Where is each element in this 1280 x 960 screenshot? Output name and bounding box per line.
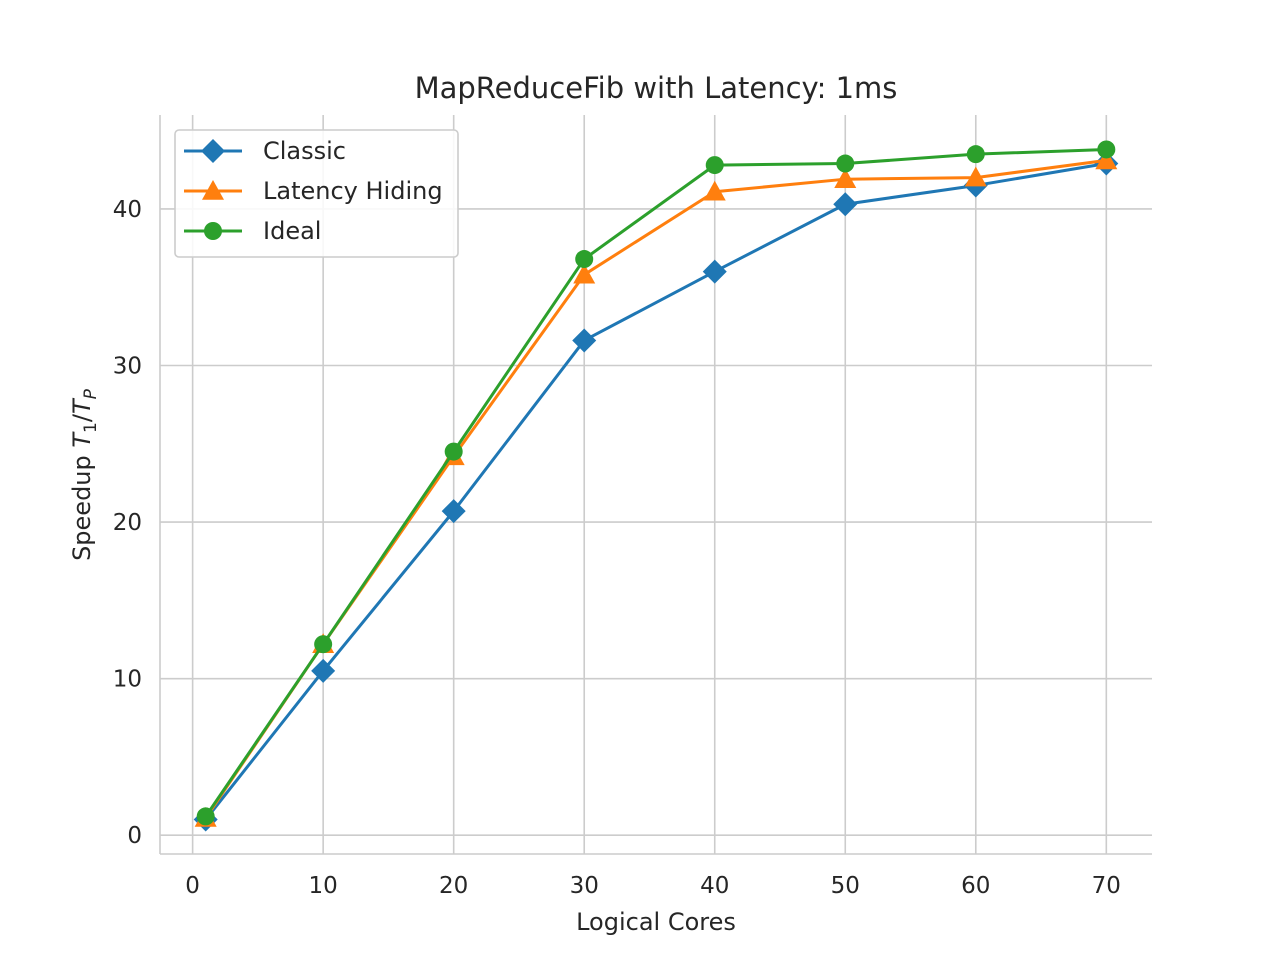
data-point-ideal	[196, 807, 215, 826]
data-point-ideal	[836, 154, 855, 173]
x-tick-label: 20	[439, 873, 468, 899]
data-point-ideal	[575, 250, 594, 269]
x-tick-label: 70	[1092, 873, 1121, 899]
data-point-latency-hiding	[964, 166, 987, 187]
data-point-classic	[441, 499, 466, 524]
x-tick-label: 10	[309, 873, 338, 899]
data-point-classic	[311, 658, 336, 683]
data-point-ideal	[1097, 140, 1116, 159]
x-tick-label: 30	[570, 873, 599, 899]
y-axis-label-sub2: P	[81, 388, 101, 399]
tick-labels: 0 10 20 30 40 50 60 70 0 10 20 30 40	[113, 197, 1121, 899]
legend-item-ideal: Ideal	[184, 217, 321, 245]
series-line-classic	[204, 162, 1107, 821]
axes-spines	[159, 115, 1152, 855]
legend-marker-classic	[201, 139, 225, 163]
legend-label: Ideal	[263, 217, 321, 245]
legend-item-classic: Classic	[184, 137, 346, 165]
y-tick-label: 40	[113, 197, 142, 223]
data-point-ideal	[314, 635, 333, 654]
legend-marker-latency-hiding	[202, 180, 224, 200]
legend-item-latency-hiding: Latency Hiding	[184, 177, 443, 205]
y-axis-label-t2: T	[68, 397, 96, 414]
data-point-classic	[572, 328, 597, 353]
y-tick-label: 0	[127, 823, 142, 849]
series-line-ideal	[204, 147, 1107, 818]
legend: Classic Latency Hiding Ideal	[174, 129, 459, 258]
y-tick-label: 20	[113, 510, 142, 536]
x-tick-label: 50	[831, 873, 860, 899]
data-point-latency-hiding	[573, 263, 596, 284]
legend-box	[174, 129, 459, 258]
x-tick-label: 0	[185, 873, 200, 899]
y-axis-label-t1: T	[68, 431, 96, 448]
x-axis-label: Logical Cores	[576, 908, 736, 936]
legend-label: Latency Hiding	[263, 177, 443, 205]
legend-marker-ideal	[204, 222, 222, 240]
y-tick-label: 10	[113, 667, 142, 693]
y-axis-label-prefix: Speedup	[68, 448, 96, 561]
chart-title: MapReduceFib with Latency: 1ms	[415, 71, 898, 105]
y-axis-label: Speedup T1/TP	[68, 388, 101, 561]
data-point-latency-hiding	[1095, 149, 1118, 170]
data-point-classic	[833, 192, 858, 217]
data-point-ideal	[705, 156, 724, 175]
data-point-ideal	[444, 442, 463, 461]
series-lines	[193, 140, 1119, 832]
x-tick-label: 60	[961, 873, 990, 899]
y-axis-label-sub1: 1	[81, 422, 101, 433]
series-line-latency-hiding	[204, 158, 1107, 819]
data-point-classic	[702, 259, 727, 284]
data-point-ideal	[966, 145, 985, 164]
y-tick-label: 30	[113, 354, 142, 380]
data-point-latency-hiding	[834, 168, 857, 188]
y-axis-label-sep: /	[68, 413, 96, 422]
legend-label: Classic	[263, 137, 346, 165]
series-ideal	[196, 140, 1116, 826]
x-tick-label: 40	[700, 873, 729, 899]
data-point-latency-hiding	[703, 180, 726, 201]
